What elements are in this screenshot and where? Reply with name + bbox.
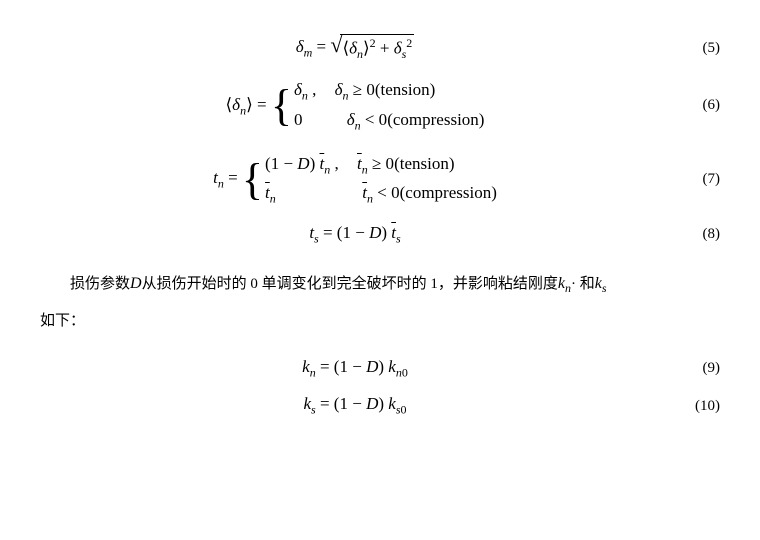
text-part-3: 如下： xyxy=(40,303,85,339)
text-part-1: 损伤参数 xyxy=(70,276,130,292)
var-ks-sub: s xyxy=(602,281,607,295)
equation-number-5: (5) xyxy=(670,40,720,57)
equation-10: ks = (1 − D) ks0 (10) xyxy=(40,394,720,417)
equation-number-10: (10) xyxy=(670,398,720,415)
text-part-2: 从损伤开始时的 0 单调变化到完全破坏时的 1，并影响粘结刚度 xyxy=(142,276,558,292)
equation-8-body: ts = (1 − D) ts xyxy=(40,223,670,246)
equation-10-body: ks = (1 − D) ks0 xyxy=(40,394,670,417)
delta: δ xyxy=(296,37,304,56)
dot: · xyxy=(571,276,576,292)
tension-label: tension xyxy=(381,80,430,99)
body-paragraph: 损伤参数D从损伤开始时的 0 单调变化到完全破坏时的 1，并影响粘结刚度kn· … xyxy=(40,265,720,339)
equation-number-9: (9) xyxy=(670,360,720,377)
compression-label: compression xyxy=(405,183,491,202)
equation-9: kn = (1 − D) kn0 (9) xyxy=(40,357,720,380)
text-and: 和 xyxy=(580,276,595,292)
equation-7: tn = { (1 − D) tn , tn ≥ 0(tension) tn xyxy=(40,150,720,210)
equation-5: δm = √ ⟨δn⟩2 + δs2 (5) xyxy=(40,34,720,62)
var-D: D xyxy=(130,275,142,292)
equation-number-7: (7) xyxy=(670,171,720,188)
equation-7-body: tn = { (1 − D) tn , tn ≥ 0(tension) tn xyxy=(40,150,670,210)
sub-m: m xyxy=(304,45,313,59)
equation-5-body: δm = √ ⟨δn⟩2 + δs2 xyxy=(40,34,670,62)
equation-6-body: ⟨δn⟩ = { δn , δn ≥ 0(tension) 0 δn < 0(c… xyxy=(40,76,670,136)
sqrt: √ ⟨δn⟩2 + δs2 xyxy=(330,34,414,62)
equation-number-6: (6) xyxy=(670,97,720,114)
compression-label: compression xyxy=(393,110,479,129)
equation-9-body: kn = (1 − D) kn0 xyxy=(40,357,670,380)
equation-6: ⟨δn⟩ = { δn , δn ≥ 0(tension) 0 δn < 0(c… xyxy=(40,76,720,136)
equation-number-8: (8) xyxy=(670,226,720,243)
equation-8: ts = (1 − D) ts (8) xyxy=(40,223,720,246)
var-ks: k xyxy=(595,275,602,292)
var-kn: k xyxy=(558,275,565,292)
tension-label: tension xyxy=(400,154,449,173)
